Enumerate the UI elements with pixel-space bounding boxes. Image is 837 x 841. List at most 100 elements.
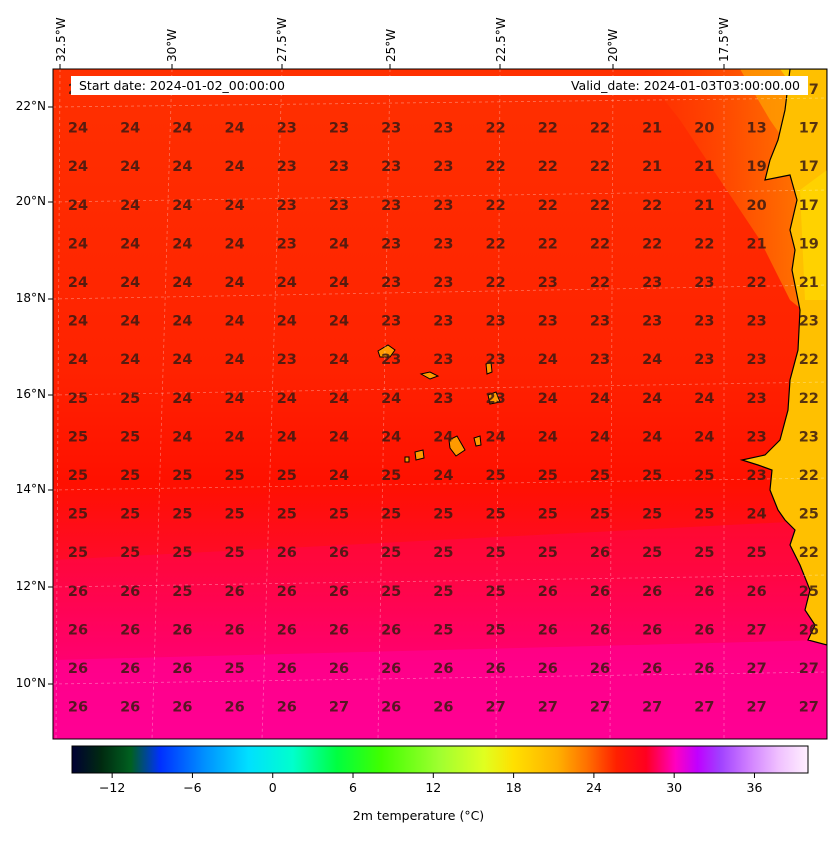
grid-value: 25	[642, 507, 662, 523]
grid-value: 25	[381, 507, 401, 523]
grid-value: 25	[172, 507, 192, 523]
grid-value: 23	[277, 159, 297, 175]
grid-value: 23	[381, 236, 401, 252]
grid-value: 25	[277, 468, 297, 484]
grid-value: 22	[747, 275, 767, 291]
grid-value: 24	[590, 429, 610, 445]
grid-value: 21	[694, 198, 714, 214]
grid-value: 25	[642, 468, 662, 484]
grid-value: 25	[433, 622, 453, 638]
grid-value: 22	[799, 468, 819, 484]
grid-value: 21	[642, 159, 662, 175]
grid-value: 24	[433, 429, 453, 445]
colorbar-tick-label: 12	[425, 780, 441, 795]
grid-value: 24	[225, 236, 245, 252]
grid-value: 25	[799, 584, 819, 600]
grid-value: 23	[433, 121, 453, 137]
grid-value: 22	[799, 545, 819, 561]
grid-value: 23	[277, 121, 297, 137]
grid-value: 27	[590, 700, 610, 716]
grid-value: 24	[329, 468, 349, 484]
colorbar-tick-label: −12	[99, 780, 125, 795]
grid-value: 24	[68, 121, 88, 137]
grid-value: 26	[277, 622, 297, 638]
grid-value: 17	[799, 121, 819, 137]
grid-value: 25	[486, 622, 506, 638]
grid-value: 26	[277, 584, 297, 600]
grid-value: 20	[694, 121, 714, 137]
grid-value: 26	[225, 700, 245, 716]
grid-value: 25	[694, 545, 714, 561]
grid-value: 22	[486, 275, 506, 291]
grid-value: 26	[329, 584, 349, 600]
grid-value: 25	[486, 584, 506, 600]
lat-label: 14°N	[15, 482, 46, 496]
grid-value: 23	[433, 275, 453, 291]
grid-value: 27	[799, 700, 819, 716]
grid-value: 22	[642, 198, 662, 214]
lat-label: 16°N	[15, 387, 46, 401]
grid-value: 26	[381, 622, 401, 638]
grid-value: 23	[694, 275, 714, 291]
grid-value: 25	[120, 507, 140, 523]
grid-value: 26	[68, 661, 88, 677]
grid-value: 25	[68, 429, 88, 445]
valid-date: Valid_date: 2024-01-03T03:00:00.00	[570, 78, 800, 93]
grid-value: 24	[747, 507, 767, 523]
colorbar-tick-label: 30	[666, 780, 682, 795]
grid-value: 24	[642, 352, 662, 368]
grid-value: 24	[642, 429, 662, 445]
grid-value: 26	[172, 661, 192, 677]
colorbar-label: 2m temperature (°C)	[352, 808, 485, 823]
grid-value: 26	[172, 622, 192, 638]
grid-value: 26	[590, 622, 610, 638]
grid-value: 24	[68, 314, 88, 330]
grid-value: 27	[486, 700, 506, 716]
grid-value: 27	[747, 622, 767, 638]
grid-value: 26	[172, 700, 192, 716]
grid-value: 23	[329, 198, 349, 214]
grid-value: 26	[329, 545, 349, 561]
grid-value: 24	[68, 159, 88, 175]
grid-value: 22	[590, 236, 610, 252]
grid-value: 25	[747, 545, 767, 561]
grid-value: 25	[120, 391, 140, 407]
lon-label: 25°W	[384, 28, 398, 62]
grid-value: 24	[120, 159, 140, 175]
grid-value: 24	[172, 352, 192, 368]
grid-value: 25	[799, 507, 819, 523]
grid-value: 27	[747, 661, 767, 677]
lon-label: 30°W	[165, 28, 179, 62]
grid-value: 26	[747, 584, 767, 600]
lat-label: 18°N	[15, 291, 46, 305]
grid-value: 27	[642, 700, 662, 716]
grid-value: 24	[225, 159, 245, 175]
start-date: Start date: 2024-01-02_00:00:00	[79, 78, 285, 93]
grid-value: 24	[120, 236, 140, 252]
grid-value: 26	[120, 584, 140, 600]
grid-value: 23	[381, 352, 401, 368]
grid-value: 26	[68, 584, 88, 600]
grid-value: 23	[694, 352, 714, 368]
grid-value: 25	[68, 468, 88, 484]
grid-value: 25	[433, 507, 453, 523]
grid-value: 22	[538, 121, 558, 137]
colorbar-tick-label: −6	[183, 780, 201, 795]
grid-value: 25	[329, 507, 349, 523]
grid-value: 24	[68, 236, 88, 252]
temperature-field: 24 24 24 24 24 23 23 23 23 22 21 21 17 17 24 24 24 24 23 23…	[53, 69, 827, 739]
grid-value: 27	[329, 700, 349, 716]
lon-label: 20°W	[606, 28, 620, 62]
grid-value: 25	[486, 545, 506, 561]
grid-value: 26	[68, 622, 88, 638]
grid-value: 26	[694, 622, 714, 638]
grid-value: 25	[694, 468, 714, 484]
grid-value: 26	[381, 661, 401, 677]
grid-value: 24	[172, 159, 192, 175]
grid-value: 25	[381, 584, 401, 600]
colorbar-tick-label: 6	[349, 780, 357, 795]
grid-value: 24	[277, 429, 297, 445]
grid-value: 24	[538, 352, 558, 368]
grid-value: 26	[799, 622, 819, 638]
grid-value: 23	[486, 391, 506, 407]
